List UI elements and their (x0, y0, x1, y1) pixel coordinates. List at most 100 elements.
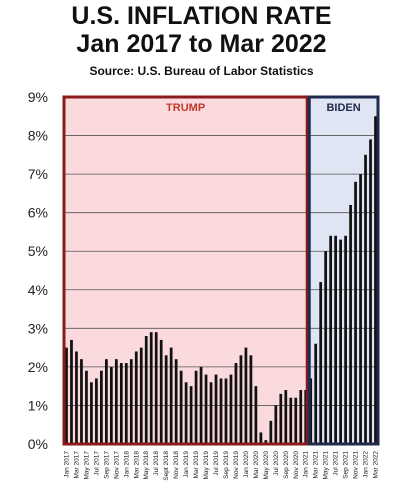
bar (239, 355, 243, 444)
bar (359, 174, 362, 444)
y-tick-label: 0% (28, 436, 48, 452)
x-tick-label: Mar 2020 (253, 451, 260, 479)
bar (374, 116, 377, 445)
region-border-biden (307, 95, 380, 446)
x-tick-label: Jul 2018 (153, 451, 160, 476)
x-tick-label: Nov 2021 (353, 451, 360, 479)
x-tick-label: Mar 2021 (313, 451, 320, 479)
y-tick-label: 5% (28, 243, 48, 259)
bar (234, 363, 238, 444)
bar (124, 363, 128, 444)
x-tick-label: Sep 2017 (103, 451, 110, 479)
x-tick-label: Mar 2018 (133, 451, 140, 479)
x-tick-label: Mar 2017 (73, 451, 80, 479)
region-border-trump (62, 95, 309, 446)
bar (149, 332, 153, 444)
bar (129, 359, 133, 444)
bar (134, 351, 138, 444)
bar (294, 397, 298, 444)
x-axis-ticks: Jan 2017 Mar 2017 May 2017 Jul 2017 Sep 2017… (63, 451, 379, 481)
bar (324, 251, 328, 444)
bar (224, 378, 228, 444)
bar (349, 204, 352, 444)
bar (334, 235, 338, 444)
y-tick-label: 7% (28, 166, 48, 182)
bar (299, 390, 303, 444)
bar (369, 139, 372, 444)
bar (289, 397, 293, 444)
bar (144, 336, 148, 444)
y-tick-label: 8% (28, 128, 48, 144)
bar (329, 235, 333, 444)
bar (104, 359, 108, 444)
bar (344, 235, 347, 444)
bar (70, 339, 73, 444)
bar (244, 347, 248, 444)
bar (139, 347, 143, 444)
x-tick-label: May 2020 (263, 451, 270, 480)
x-tick-label: Jan 2019 (183, 451, 190, 478)
bar (229, 374, 233, 444)
bar (249, 355, 253, 444)
region-label-trump: TRUMP (166, 102, 205, 114)
x-tick-label: Nov 2019 (233, 451, 240, 479)
bar (259, 432, 263, 444)
bar (179, 370, 183, 444)
x-tick-label: Sep 2021 (343, 451, 350, 479)
bar (194, 370, 198, 444)
bar (80, 359, 83, 444)
x-tick-label: Jan 2018 (123, 451, 130, 478)
bar (159, 339, 163, 444)
bar (339, 239, 342, 444)
chart-title: U.S. INFLATION RATE (71, 2, 332, 30)
bar (119, 363, 123, 444)
x-tick-label: May 2021 (323, 451, 330, 480)
y-axis-ticks: 0% 1% 2% 3% 4% 5% 6% 7% 8% 9% (28, 89, 48, 452)
bar (269, 420, 273, 444)
x-tick-label: Jan 2021 (303, 451, 310, 478)
bar (154, 332, 158, 444)
bar (65, 347, 68, 444)
x-tick-label: May 2018 (143, 451, 150, 480)
x-tick-label: Sept 2018 (163, 451, 170, 481)
term-region-borders (62, 95, 380, 446)
bar (264, 440, 268, 444)
bar (199, 366, 203, 444)
y-tick-label: 9% (28, 89, 48, 105)
chart-subtitle: Jan 2017 to Mar 2022 (76, 30, 327, 58)
bar (314, 343, 318, 444)
x-tick-label: Mar 2022 (373, 451, 380, 479)
bar (219, 378, 223, 444)
x-tick-label: Jul 2020 (273, 451, 280, 476)
bar (164, 355, 168, 444)
bar (354, 181, 357, 445)
y-tick-label: 2% (28, 359, 48, 375)
bar (209, 382, 213, 444)
bar (189, 386, 193, 444)
bar (90, 382, 93, 444)
bar (85, 370, 88, 444)
bar (274, 405, 278, 444)
region-label-biden: BIDEN (326, 102, 360, 114)
x-tick-label: Jan 2020 (243, 451, 250, 478)
x-tick-label: Nov 2018 (173, 451, 180, 479)
bar (364, 154, 367, 445)
x-tick-label: Jan 2017 (63, 451, 70, 478)
bar (109, 366, 113, 444)
bar (169, 347, 173, 444)
bar (319, 282, 323, 444)
x-tick-label: Jan 2022 (363, 451, 370, 478)
x-tick-label: Nov 2020 (293, 451, 300, 479)
y-tick-label: 4% (28, 282, 48, 298)
x-tick-label: Jul 2021 (333, 451, 340, 476)
bar (214, 374, 218, 444)
x-tick-label: Mar 2019 (193, 451, 200, 479)
bar (174, 359, 178, 444)
bar (284, 390, 288, 444)
bar (184, 382, 188, 444)
x-tick-label: Nov 2017 (113, 451, 120, 479)
x-tick-label: May 2017 (83, 451, 90, 480)
x-tick-label: Jul 2017 (93, 451, 100, 476)
bar (95, 378, 98, 444)
